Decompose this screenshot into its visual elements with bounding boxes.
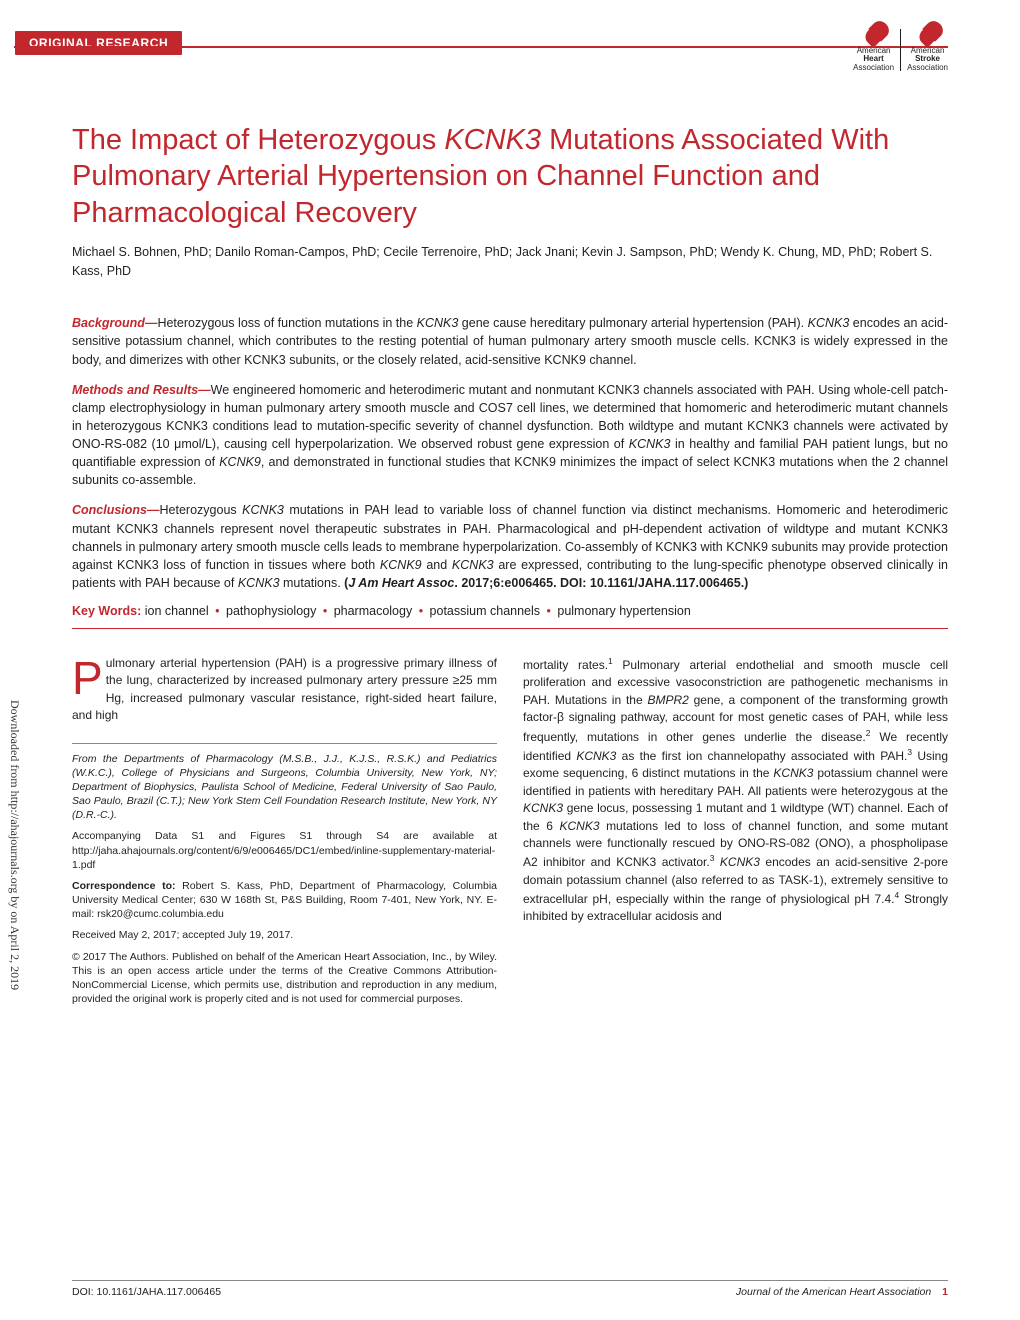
- article-title: The Impact of Heterozygous KCNK3 Mutatio…: [72, 122, 948, 231]
- abstract-background: BackgroundHeterozygous loss of function …: [72, 314, 948, 368]
- body-paragraph: mortality rates.1 Pulmonary arterial end…: [523, 655, 948, 926]
- left-column: Pulmonary arterial hypertension (PAH) is…: [72, 655, 497, 1013]
- page-footer: DOI: 10.1161/JAHA.117.006465 Journal of …: [72, 1280, 948, 1298]
- supplementary-note: Accompanying Data S1 and Figures S1 thro…: [72, 829, 497, 872]
- keywords: Key Words: ion channel • pathophysiology…: [72, 604, 948, 618]
- author-list: Michael S. Bohnen, PhD; Danilo Roman-Cam…: [72, 243, 948, 281]
- body-columns: Pulmonary arterial hypertension (PAH) is…: [72, 655, 948, 1013]
- copyright: © 2017 The Authors. Published on behalf …: [72, 950, 497, 1007]
- abstract-methods: Methods and ResultsWe engineered homomer…: [72, 381, 948, 490]
- right-column: mortality rates.1 Pulmonary arterial end…: [523, 655, 948, 1013]
- footer-doi: DOI: 10.1161/JAHA.117.006465: [72, 1286, 221, 1298]
- page-content: The Impact of Heterozygous KCNK3 Mutatio…: [0, 0, 1020, 1013]
- body-paragraph: Pulmonary arterial hypertension (PAH) is…: [72, 655, 497, 725]
- affiliation-from: From the Departments of Pharmacology (M.…: [72, 752, 497, 823]
- abstract: BackgroundHeterozygous loss of function …: [72, 314, 948, 629]
- affiliation-rule: [72, 743, 497, 744]
- abstract-rule: [72, 628, 948, 629]
- affiliations-block: From the Departments of Pharmacology (M.…: [72, 752, 497, 1007]
- abstract-conclusions: ConclusionsHeterozygous KCNK3 mutations …: [72, 501, 948, 592]
- dropcap: P: [72, 655, 106, 698]
- footer-right: Journal of the American Heart Associatio…: [736, 1286, 948, 1298]
- received-date: Received May 2, 2017; accepted July 19, …: [72, 928, 497, 942]
- correspondence: Correspondence to: Robert S. Kass, PhD, …: [72, 879, 497, 922]
